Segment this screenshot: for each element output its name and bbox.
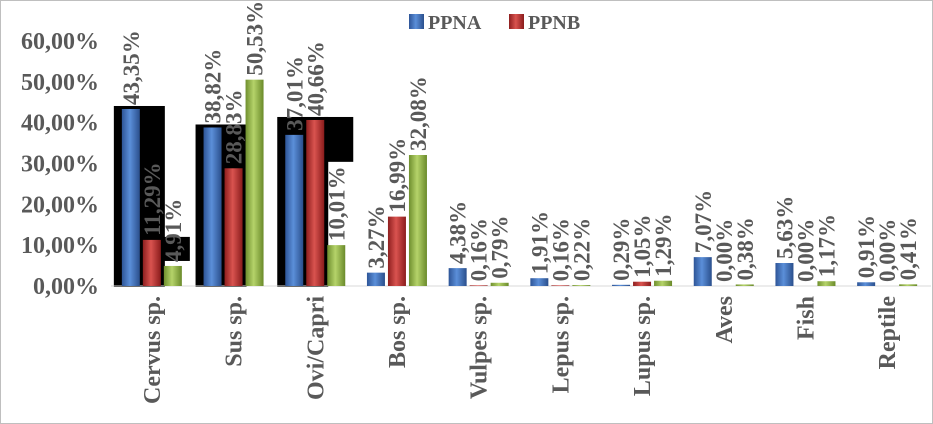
data-label: 10,01% [324, 166, 349, 241]
x-category-label: Lupus sp. [630, 296, 656, 396]
x-category-label: Ovi/Capri [303, 296, 329, 400]
x-category-label: Reptile [875, 296, 901, 370]
bar-series-3 [245, 79, 264, 287]
bar-series-3 [408, 155, 427, 286]
data-label: 0,91% [854, 215, 879, 278]
data-label: 4,91% [161, 199, 186, 262]
data-label: 38,82% [201, 49, 226, 124]
bar-ppna [121, 108, 140, 286]
data-label: 0,16% [548, 218, 573, 281]
data-label: 37,01% [282, 56, 307, 131]
y-tick-label: 10,00% [21, 233, 99, 259]
data-label: 0,22% [569, 218, 594, 281]
bar-ppna [857, 282, 876, 286]
bar-ppna [530, 278, 549, 286]
x-category-label: Sus sp. [222, 296, 248, 367]
bar-ppna [285, 134, 304, 286]
x-category-label: Aves [712, 296, 738, 344]
y-tick-label: 60,00% [21, 29, 99, 55]
bar-ppnb [469, 285, 488, 286]
bar-ppna [612, 284, 631, 286]
data-label: 43,35% [119, 30, 144, 105]
data-label: 0,29% [609, 218, 634, 281]
bar-ppna [775, 263, 794, 286]
y-tick-label: 50,00% [21, 70, 99, 96]
bar-ppnb [306, 119, 325, 286]
data-label: 32,08% [406, 76, 431, 151]
y-tick-label: 0,00% [33, 274, 99, 300]
bar-ppna [448, 268, 467, 286]
bar-ppnb [224, 168, 243, 286]
data-label: 0,79% [488, 216, 513, 279]
bar-ppna [693, 257, 712, 286]
legend-label: PPNA [428, 12, 482, 34]
data-label: 1,05% [630, 214, 655, 277]
data-label: 0,00% [793, 219, 818, 282]
bar-ppna [366, 272, 385, 286]
bar-ppna [203, 127, 222, 286]
bar-series-3 [163, 265, 182, 286]
bar-ppnb [142, 239, 161, 286]
data-label: 0,38% [733, 217, 758, 280]
bar-series-3 [327, 245, 346, 286]
y-tick-label: 30,00% [21, 152, 99, 178]
bar-ppnb [387, 216, 406, 286]
data-label: 4,38% [446, 201, 471, 264]
y-tick-label: 20,00% [21, 192, 99, 218]
data-label: 11,29% [140, 162, 165, 235]
data-label: 5,63% [772, 196, 797, 259]
data-label: 0,00% [712, 219, 737, 282]
data-label: 50,53% [243, 1, 268, 76]
y-tick-label: 40,00% [21, 111, 99, 137]
data-label: 0,00% [875, 219, 900, 282]
bar-series-3 [817, 281, 836, 286]
data-label: 28,83% [222, 90, 247, 165]
legend-swatch [509, 14, 524, 29]
bar-series-3 [572, 285, 591, 286]
x-category-label: Cervus sp. [140, 296, 166, 404]
data-label: 1,29% [651, 213, 676, 276]
x-category-label: Vulpes sp. [467, 296, 493, 399]
data-label: 16,99% [385, 138, 410, 213]
bar-series-3 [490, 282, 509, 286]
bar-ppnb [551, 285, 570, 286]
bar-series-3 [899, 284, 918, 286]
data-label: 1,91% [527, 211, 552, 274]
data-label: 3,27% [364, 205, 389, 268]
bar-series-3 [654, 280, 673, 286]
bar-ppnb [633, 281, 652, 286]
legend-label: PPNB [528, 12, 580, 34]
legend-swatch [409, 14, 424, 29]
x-category-label: Lepus sp. [548, 296, 574, 393]
highlight-box-step [160, 236, 190, 261]
x-category-label: Fish [793, 296, 819, 340]
data-label: 1,17% [814, 214, 839, 277]
highlight-box-step [324, 116, 354, 162]
data-label: 0,41% [896, 217, 921, 280]
data-label: 40,66% [303, 41, 328, 116]
data-label: 7,07% [691, 190, 716, 253]
data-label: 0,16% [467, 218, 492, 281]
x-category-label: Bos sp. [385, 296, 411, 368]
bar-series-3 [735, 284, 754, 286]
